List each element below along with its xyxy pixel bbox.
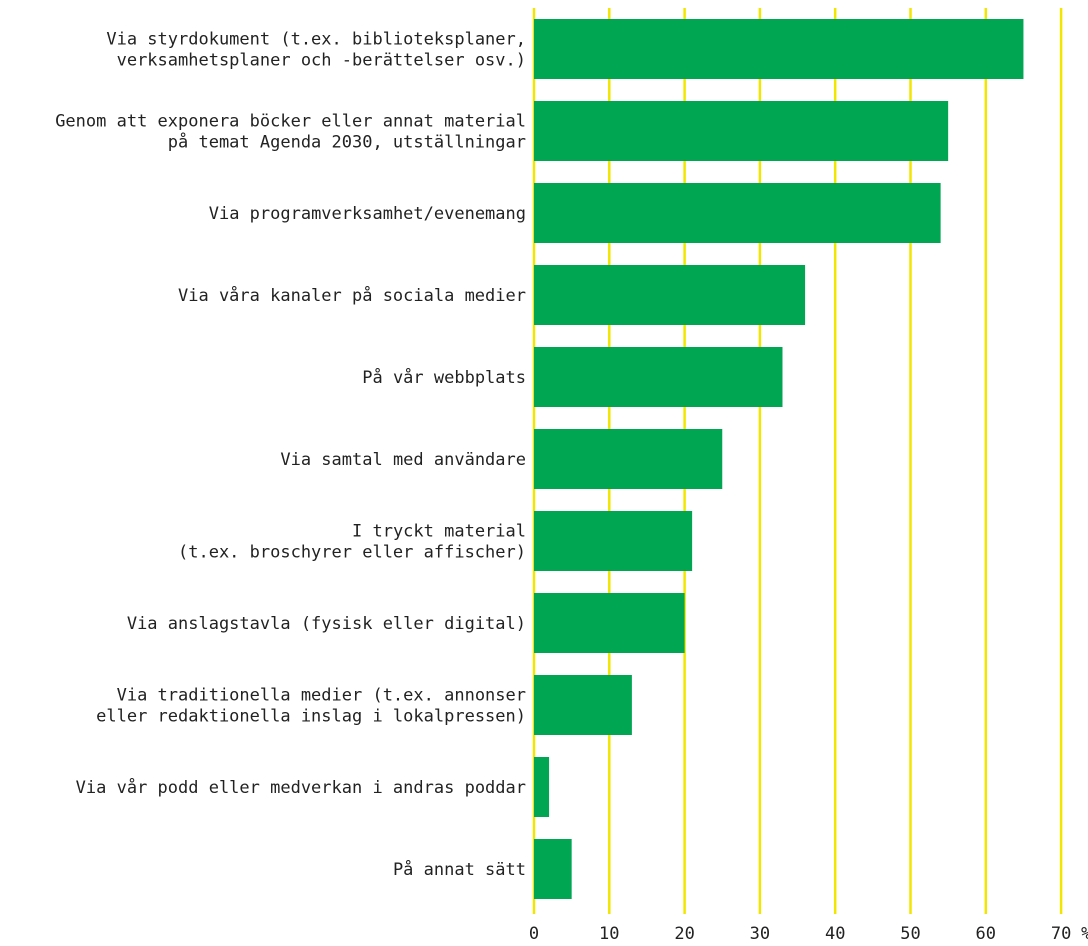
- unit-label: %: [1081, 924, 1088, 944]
- bar-0: [534, 19, 1024, 79]
- category-label-10: På annat sätt: [393, 859, 526, 880]
- tick-label-40: 40: [825, 924, 845, 944]
- bar-2: [534, 183, 941, 243]
- bars: [534, 19, 1024, 899]
- category-label-2: Via programverksamhet/evenemang: [209, 204, 526, 224]
- bar-1: [534, 101, 949, 161]
- category-label-1: Genom att exponera böcker eller annat ma…: [55, 112, 526, 153]
- tick-label-20: 20: [674, 924, 694, 944]
- category-label-6: I tryckt material (t.ex. broschyrer eller…: [178, 522, 526, 563]
- category-label-9: Via vår podd eller medverkan i andras po…: [76, 777, 526, 798]
- category-label-0: Via styrdokument (t.ex. biblioteksplaner…: [106, 30, 526, 71]
- bar-10: [534, 839, 572, 899]
- category-label-3: Via våra kanaler på sociala medier: [178, 285, 526, 306]
- category-label-7: Via anslagstavla (fysisk eller digital): [127, 614, 526, 634]
- x-axis-ticks: 0 10 20 30 40 50 60 70%: [529, 924, 1088, 944]
- bar-8: [534, 675, 632, 735]
- category-label-5: Via samtal med användare: [280, 450, 526, 470]
- bar-3: [534, 265, 806, 325]
- tick-label-30: 30: [750, 924, 770, 944]
- bar-7: [534, 593, 685, 653]
- tick-label-10: 10: [599, 924, 619, 944]
- tick-label-50: 50: [900, 924, 920, 944]
- bar-9: [534, 757, 550, 817]
- category-label-8: Via traditionella medier (t.ex. annonser…: [96, 686, 526, 727]
- tick-label-60: 60: [976, 924, 996, 944]
- bar-5: [534, 429, 723, 489]
- category-labels: Via styrdokument (t.ex. biblioteksplaner…: [55, 30, 526, 881]
- category-label-4: På vår webbplats: [362, 367, 526, 388]
- bar-6: [534, 511, 693, 571]
- bar-4: [534, 347, 783, 407]
- tick-label-0: 0: [529, 924, 539, 944]
- tick-label-70: 70: [1051, 924, 1071, 944]
